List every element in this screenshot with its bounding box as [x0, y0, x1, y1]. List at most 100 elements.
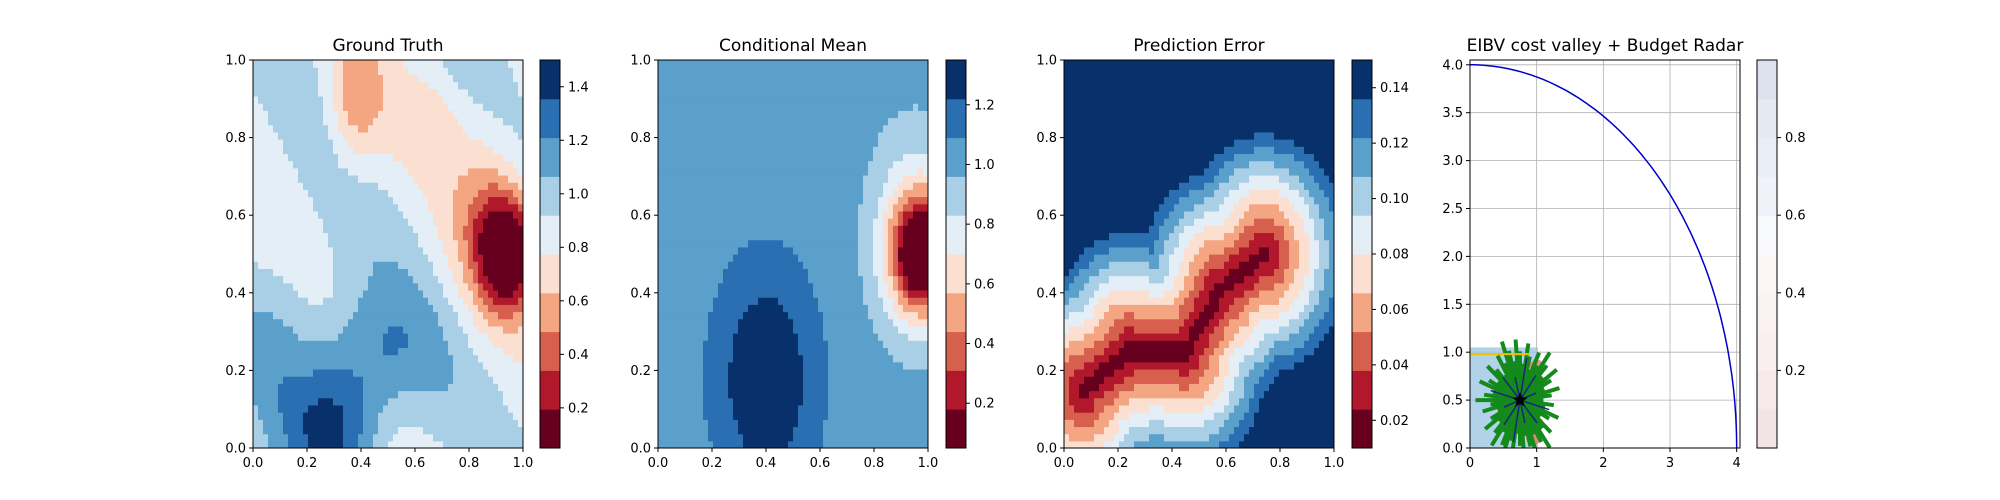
heatmap-cell — [508, 390, 514, 399]
heatmap-cell — [263, 318, 269, 327]
colorbar-band — [540, 331, 560, 371]
heatmap-cell — [388, 318, 394, 327]
heatmap-cell — [743, 246, 749, 255]
heatmap-cell — [783, 340, 789, 349]
heatmap-cell — [303, 440, 309, 448]
heatmap-cell — [833, 218, 839, 226]
heatmap-cell — [403, 131, 409, 140]
heatmap-cell — [308, 419, 314, 428]
heatmap-cell — [793, 340, 799, 349]
heatmap-cell — [338, 239, 344, 248]
heatmap-cell — [803, 368, 809, 377]
colorbar-tick-label: 1.2 — [568, 134, 589, 149]
heatmap-cell — [353, 340, 359, 349]
heatmap-cell — [388, 74, 394, 83]
heatmap-cell — [698, 81, 704, 90]
heatmap-cell — [718, 124, 724, 133]
heatmap-cell — [718, 174, 724, 183]
heatmap-cell — [698, 110, 704, 119]
heatmap-cell — [733, 146, 739, 155]
heatmap-cell — [668, 153, 674, 162]
heatmap-cell — [723, 376, 729, 384]
heatmap-cell — [708, 232, 714, 241]
heatmap-cell — [838, 218, 844, 226]
heatmap-cell — [783, 354, 789, 363]
heatmap-cell — [708, 347, 714, 356]
heatmap-cell — [763, 182, 769, 190]
heatmap-cell — [433, 354, 439, 363]
heatmap-cell — [278, 440, 284, 448]
heatmap-cell — [703, 182, 709, 190]
heatmap-cell — [673, 289, 679, 298]
heatmap-cell — [323, 167, 329, 176]
heatmap-cell — [268, 275, 274, 284]
heatmap-cell — [813, 189, 819, 198]
heatmap-cell — [403, 419, 409, 428]
heatmap-cell — [708, 131, 714, 140]
heatmap-cell — [728, 289, 734, 298]
heatmap-cell — [803, 239, 809, 248]
heatmap-cell — [403, 225, 409, 234]
heatmap-cell — [258, 289, 264, 298]
heatmap-cell — [753, 174, 759, 183]
heatmap-cell — [383, 404, 389, 413]
heatmap-cell — [368, 261, 374, 269]
heatmap-cell — [343, 304, 349, 313]
heatmap-cell — [843, 383, 849, 392]
heatmap-cell — [518, 160, 523, 169]
heatmap-cell — [343, 232, 349, 241]
heatmap-cell — [678, 131, 684, 140]
heatmap-cell — [823, 153, 829, 162]
heatmap-cell — [478, 239, 484, 248]
heatmap-cell — [793, 412, 799, 420]
heatmap-cell — [788, 361, 794, 370]
heatmap-cell — [508, 232, 514, 241]
heatmap-cell — [783, 282, 789, 291]
heatmap-cell — [283, 218, 289, 226]
y-tick-label: 1.0 — [225, 54, 246, 69]
heatmap-cell — [263, 67, 269, 75]
heatmap-cell — [448, 254, 454, 262]
heatmap-cell — [698, 412, 704, 420]
heatmap-cell — [293, 347, 299, 356]
heatmap-cell — [813, 404, 819, 413]
heatmap-cell — [448, 210, 454, 219]
heatmap-cell — [303, 419, 309, 428]
heatmap-cell — [423, 124, 429, 133]
heatmap-cell — [693, 304, 699, 313]
heatmap-cell — [718, 397, 724, 406]
heatmap-cell — [508, 340, 514, 349]
heatmap-cell — [658, 160, 664, 169]
heatmap-cell — [708, 383, 714, 392]
heatmap-cell — [498, 412, 504, 420]
heatmap-cell — [778, 124, 784, 133]
heatmap-cell — [363, 103, 369, 111]
heatmap-cell — [293, 103, 299, 111]
heatmap-cell — [748, 67, 754, 75]
heatmap-cell — [443, 383, 449, 392]
heatmap-cell — [703, 88, 709, 97]
heatmap-cell — [363, 318, 369, 327]
heatmap-cell — [368, 325, 374, 334]
heatmap-cell — [413, 275, 419, 284]
heatmap-cell — [378, 196, 384, 205]
heatmap-cell — [713, 383, 719, 392]
heatmap-cell — [318, 139, 324, 147]
heatmap-cell — [658, 289, 664, 298]
heatmap-cell — [718, 354, 724, 363]
heatmap-cell — [393, 440, 399, 448]
heatmap-cell — [508, 189, 514, 198]
heatmap-cell — [453, 139, 459, 147]
heatmap-cell — [428, 160, 434, 169]
heatmap-cell — [463, 189, 469, 198]
heatmap-cell — [663, 174, 669, 183]
heatmap-cell — [713, 124, 719, 133]
heatmap-cell — [323, 268, 329, 277]
heatmap-cell — [508, 60, 514, 68]
heatmap-cell — [453, 60, 459, 68]
heatmap-cell — [448, 390, 454, 399]
heatmap-cell — [458, 361, 464, 370]
heatmap-cell — [318, 397, 324, 406]
heatmap-cell — [743, 311, 749, 320]
heatmap-cell — [778, 426, 784, 435]
